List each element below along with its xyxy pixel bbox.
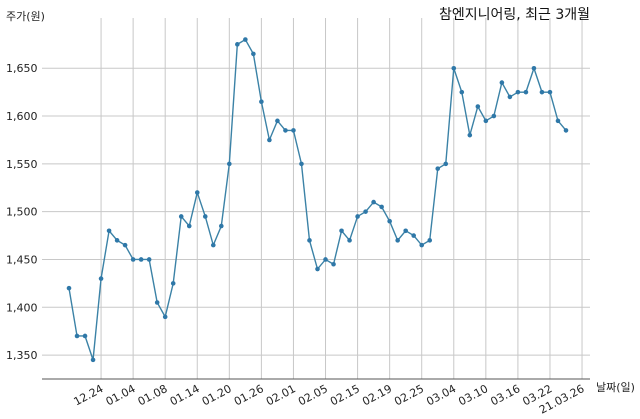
x-tick-label: 01.26 xyxy=(232,382,266,408)
x-tick-label: 03.16 xyxy=(488,382,522,408)
data-point xyxy=(499,80,505,85)
data-point xyxy=(251,51,256,57)
data-point xyxy=(235,42,240,47)
data-point xyxy=(443,161,449,167)
data-point xyxy=(483,118,489,124)
data-point xyxy=(138,257,144,262)
data-point xyxy=(531,65,537,71)
y-tick-label: 1,550 xyxy=(6,158,38,171)
data-point xyxy=(227,161,232,167)
data-point xyxy=(363,209,368,214)
data-point xyxy=(66,285,72,291)
x-tick-label: 03.04 xyxy=(424,382,458,408)
data-point xyxy=(411,233,416,238)
y-tick-label: 1,500 xyxy=(6,206,38,219)
x-tick-label: 01.08 xyxy=(136,382,170,408)
data-point xyxy=(339,228,344,234)
data-point xyxy=(323,257,328,262)
data-point xyxy=(267,137,272,143)
data-point xyxy=(170,281,176,286)
data-point xyxy=(515,89,521,95)
x-tick-label: 02.15 xyxy=(328,382,362,408)
y-tick-label: 1,650 xyxy=(6,62,38,75)
data-point xyxy=(355,214,360,219)
data-point xyxy=(194,190,200,195)
data-point xyxy=(146,257,152,262)
data-point xyxy=(507,94,513,100)
x-tick-label: 03.10 xyxy=(456,382,490,408)
chart-title: 참엔지니어링, 최근 3개월 xyxy=(439,7,590,23)
data-point xyxy=(219,223,224,229)
data-point xyxy=(547,89,553,95)
data-point xyxy=(243,37,248,42)
data-point xyxy=(419,242,425,248)
x-tick-label: 02.19 xyxy=(360,382,394,408)
x-tick-label: 02.05 xyxy=(296,382,330,408)
data-point xyxy=(162,314,168,320)
data-point xyxy=(98,276,104,281)
data-point xyxy=(555,118,561,124)
data-point xyxy=(74,333,80,339)
data-point xyxy=(563,128,569,133)
x-axis-ticks: 12.2401.0401.0801.1401.2001.2602.0102.05… xyxy=(72,382,587,416)
grid-lines xyxy=(42,18,590,379)
x-axis-title: 날짜(일) xyxy=(596,380,635,394)
y-axis-title: 주가(원) xyxy=(6,10,45,23)
data-point xyxy=(395,238,400,243)
x-tick-label: 02.25 xyxy=(392,382,426,408)
data-point xyxy=(154,300,160,305)
data-point xyxy=(459,89,465,95)
y-tick-label: 1,350 xyxy=(6,349,38,362)
data-point xyxy=(331,261,336,267)
data-point xyxy=(307,238,312,243)
data-point xyxy=(427,238,433,243)
data-point xyxy=(186,223,192,229)
data-point xyxy=(347,238,352,243)
data-point xyxy=(291,128,296,133)
data-point xyxy=(539,89,545,95)
data-point xyxy=(90,357,96,363)
data-point xyxy=(379,204,384,210)
data-point xyxy=(371,199,376,205)
data-point xyxy=(403,228,408,234)
data-point xyxy=(475,104,481,109)
data-point xyxy=(82,333,88,339)
data-point xyxy=(114,238,120,243)
data-point xyxy=(106,228,112,234)
x-tick-label: 02.01 xyxy=(264,382,298,408)
data-point xyxy=(299,161,304,167)
y-axis-ticks: 1,350 1,400 1,450 1,500 1,550 1,600 1,650 xyxy=(6,62,38,362)
data-point xyxy=(130,257,136,262)
price-series-points xyxy=(66,37,569,363)
y-tick-label: 1,450 xyxy=(6,253,38,266)
data-point xyxy=(523,89,529,95)
data-point xyxy=(202,214,208,219)
data-point xyxy=(283,128,288,133)
data-point xyxy=(467,132,473,138)
data-point xyxy=(315,266,320,272)
price-series-line xyxy=(68,38,567,361)
data-point xyxy=(178,214,184,219)
x-tick-label: 01.14 xyxy=(168,382,202,408)
data-point xyxy=(275,118,280,124)
x-tick-label: 12.24 xyxy=(72,382,106,408)
data-point xyxy=(435,166,441,171)
data-point xyxy=(122,242,128,248)
y-tick-label: 1,600 xyxy=(6,110,38,123)
data-point xyxy=(210,242,216,248)
x-tick-label: 01.20 xyxy=(200,382,234,408)
data-point xyxy=(451,65,457,71)
data-point xyxy=(491,113,497,119)
data-point xyxy=(387,218,392,224)
data-point xyxy=(259,99,264,105)
y-tick-label: 1,400 xyxy=(6,301,38,314)
x-tick-label: 01.04 xyxy=(104,382,138,408)
